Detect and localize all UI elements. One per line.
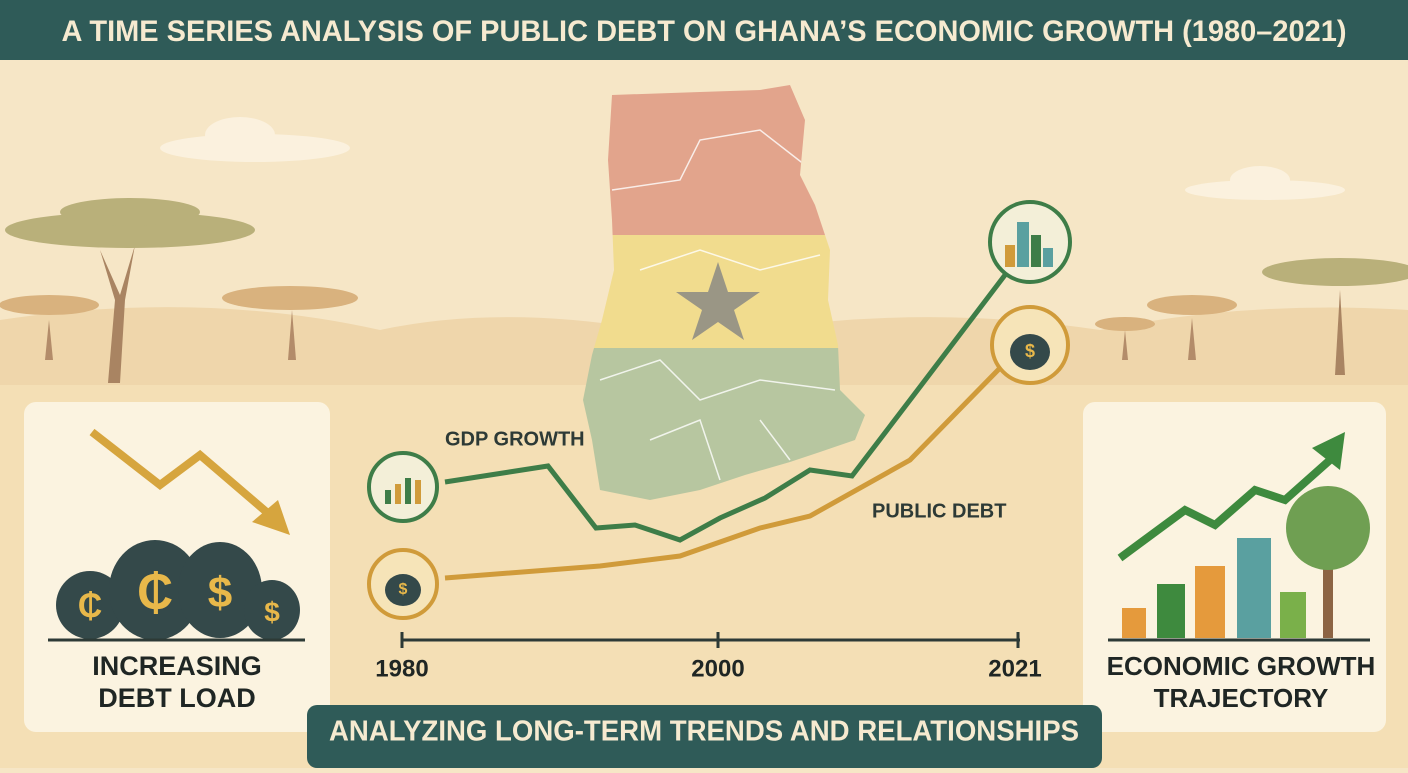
- x-label: 2021: [988, 655, 1041, 682]
- footer-text: ANALYZING LONG-TERM TRENDS AND RELATIONS…: [329, 716, 1079, 748]
- debt-label: PUBLIC DEBT: [872, 500, 1006, 522]
- gdp-start-icon: [367, 451, 439, 523]
- x-label: 2000: [691, 655, 744, 682]
- title: A TIME SERIES ANALYSIS OF PUBLIC DEBT ON…: [62, 15, 1347, 48]
- icon-symbol: $: [208, 569, 232, 618]
- icon-symbol: ₵: [78, 587, 103, 625]
- header-bar: [0, 0, 1408, 60]
- trees: [0, 198, 1408, 383]
- caption: TRAJECTORY: [1154, 683, 1329, 713]
- debt-line: [444, 366, 1002, 581]
- caption: ECONOMIC GROWTH: [1107, 651, 1376, 681]
- time-axis: [400, 632, 1020, 648]
- gdp-end-icon: [988, 200, 1072, 284]
- left-panel: ₵ ₵ $ $ INCREASING DEBT LOAD: [24, 402, 330, 732]
- x-label: 1980: [375, 655, 428, 682]
- gdp-line: [444, 273, 1007, 543]
- icon-symbol: ₵: [137, 564, 173, 620]
- debt-end-icon: $: [990, 305, 1070, 385]
- icon-symbol: $: [264, 596, 280, 627]
- right-panel: ECONOMIC GROWTH TRAJECTORY: [1083, 402, 1386, 732]
- debt-start-icon: $: [367, 548, 439, 620]
- caption: INCREASING: [92, 651, 262, 681]
- icon-symbol: $: [1025, 341, 1035, 361]
- clouds: [160, 117, 1345, 200]
- icon-symbol: $: [399, 581, 408, 598]
- gdp-label: GDP GROWTH: [445, 428, 585, 450]
- star: [676, 262, 760, 340]
- caption: DEBT LOAD: [98, 683, 256, 713]
- footer-banner: [307, 705, 1102, 768]
